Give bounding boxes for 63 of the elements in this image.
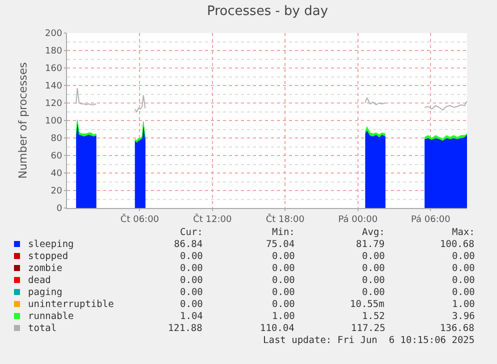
text: 0.00 <box>272 287 296 298</box>
text: 1.52 <box>362 311 385 322</box>
legend-label: total <box>28 323 57 334</box>
y-tick-label: 60 <box>50 152 62 162</box>
text: 136.68 <box>440 323 475 334</box>
text: 0.00 <box>362 287 386 298</box>
y-tick-label: 40 <box>50 169 62 180</box>
legend-label: runnable <box>28 311 74 322</box>
y-tick-label: 140 <box>45 82 62 92</box>
text: 0.00 <box>452 263 476 274</box>
y-tick-label: 200 <box>45 29 62 40</box>
x-tick-label: Čt 06:00 <box>120 212 160 225</box>
text: 121.88 <box>168 323 203 334</box>
x-tick-label: Čt 18:00 <box>266 212 305 225</box>
text: 0.00 <box>272 275 296 286</box>
text: 0.00 <box>272 263 296 274</box>
text: 0.00 <box>180 275 204 286</box>
text: 10.55m <box>350 299 385 310</box>
text: Last update: Fri Jun 6 10:15:06 2025 <box>263 335 475 346</box>
x-tick-label: Pá 06:00 <box>410 214 451 225</box>
text: 1.04 <box>180 311 204 322</box>
text: 117.25 <box>351 323 386 334</box>
y-tick-label: 0 <box>56 204 62 214</box>
x-tick-label: Čt 12:00 <box>193 212 232 225</box>
y-tick-label: 180 <box>45 46 62 57</box>
chart-title: Processes - by day <box>207 4 328 19</box>
text: Avg: <box>362 227 385 238</box>
y-axis-title: Number of processes <box>16 62 30 179</box>
y-tick-label: 100 <box>45 116 62 127</box>
text: 0.00 <box>180 251 204 262</box>
text: 0.00 <box>452 275 476 286</box>
legend-label: uninterruptible <box>28 299 114 310</box>
text: Min: <box>272 227 295 238</box>
text: 0.00 <box>362 275 386 286</box>
legend-label: paging <box>28 287 62 298</box>
text: 75.04 <box>266 239 295 250</box>
legend-label: sleeping <box>28 239 74 250</box>
text: 86.84 <box>174 239 203 250</box>
text: 0.00 <box>362 263 386 274</box>
legend-label: dead <box>28 275 51 286</box>
text: Max: <box>452 227 475 238</box>
y-tick-label: 120 <box>45 99 62 110</box>
text: 0.00 <box>272 251 296 262</box>
legend-label: zombie <box>28 263 63 274</box>
text: 0.00 <box>272 299 296 310</box>
text: 0.00 <box>180 287 204 298</box>
text: 3.96 <box>452 311 476 322</box>
text: Cur: <box>180 227 203 238</box>
y-tick-label: 160 <box>45 64 62 74</box>
text: 0.00 <box>452 287 476 298</box>
text: 0.00 <box>180 299 204 310</box>
text: 0.00 <box>362 251 386 262</box>
text: 110.04 <box>260 323 295 334</box>
y-tick-label: 80 <box>50 134 62 144</box>
x-tick-label: Pá 00:00 <box>338 214 378 225</box>
text: 0.00 <box>180 263 204 274</box>
text: 81.79 <box>356 239 385 250</box>
text: 100.68 <box>440 239 475 250</box>
text: 0.00 <box>452 251 476 262</box>
text: 1.00 <box>452 299 476 310</box>
y-tick-label: 20 <box>50 186 62 197</box>
legend-label: stopped <box>28 251 68 262</box>
text: 1.00 <box>272 311 296 322</box>
